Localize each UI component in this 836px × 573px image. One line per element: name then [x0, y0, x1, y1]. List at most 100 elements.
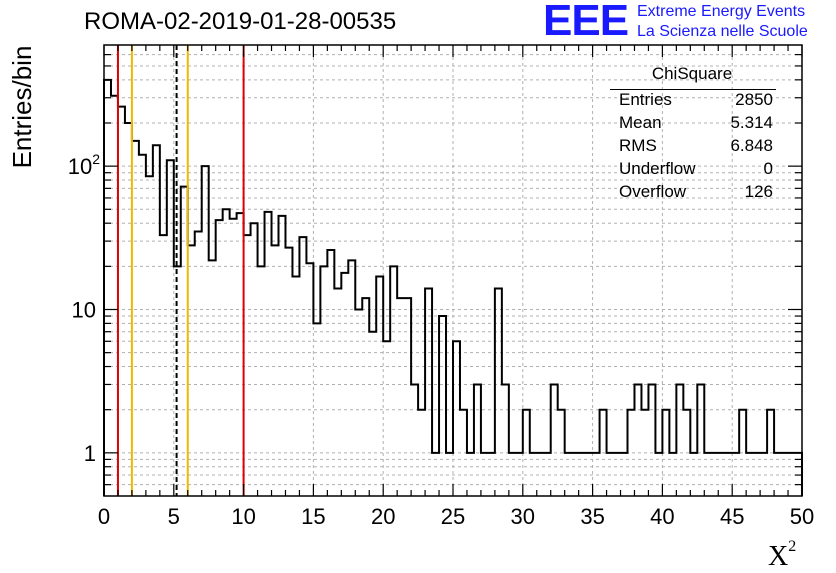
histogram-bin	[362, 298, 369, 496]
histogram	[103, 78, 803, 496]
histogram-bin	[167, 160, 174, 496]
histogram-bin	[767, 410, 774, 496]
histogram-bin	[774, 453, 781, 496]
stats-row-mean: Mean 5.314	[607, 113, 777, 136]
x-tick-label: 40	[650, 504, 674, 529]
y-tick-label: 102	[68, 151, 100, 179]
histogram-bin	[341, 273, 348, 496]
stats-value: 2850	[735, 90, 773, 109]
histogram-bin	[299, 237, 306, 496]
histogram-bin	[453, 341, 460, 496]
histogram-bin	[237, 213, 244, 496]
x-tick-label: 50	[790, 504, 814, 529]
histogram-bin	[383, 341, 390, 496]
x-tick-label: 10	[231, 504, 255, 529]
histogram-bin	[439, 316, 446, 496]
histogram-bin	[572, 453, 579, 496]
histogram-bin	[648, 384, 655, 496]
histogram-bin	[551, 384, 558, 496]
histogram-bin	[788, 453, 795, 496]
histogram-bin	[732, 453, 739, 496]
histogram-bin	[753, 453, 760, 496]
histogram-bin	[188, 245, 195, 496]
stats-value: 6.848	[730, 136, 773, 155]
histogram-bin	[418, 410, 425, 496]
histogram-bin	[146, 176, 153, 496]
histogram-bin	[760, 453, 767, 496]
chart-title: ROMA-02-2019-01-28-00535	[84, 8, 397, 35]
stats-divider	[610, 89, 776, 90]
histogram-bin	[460, 410, 467, 496]
histogram-bin	[285, 248, 292, 496]
histogram-bin	[544, 453, 551, 496]
histogram-bin	[628, 410, 635, 496]
x-tick-label: 0	[98, 504, 110, 529]
histogram-bin	[523, 410, 530, 496]
histogram-bin	[502, 384, 509, 496]
histogram-bin	[223, 209, 230, 496]
x-tick-label: 35	[580, 504, 604, 529]
histogram-bin	[181, 187, 188, 496]
histogram-bin	[725, 453, 732, 496]
histogram-bin	[669, 453, 676, 496]
histogram-bin	[334, 289, 341, 496]
histogram-bin	[216, 220, 223, 496]
histogram-bin	[369, 332, 376, 496]
y-axis-label: Entries/bin	[7, 45, 37, 169]
histogram-bin	[160, 235, 167, 496]
histogram-bin	[118, 107, 125, 496]
histogram-bin	[432, 453, 439, 496]
histogram-bin	[509, 453, 516, 496]
logo-line-2: La Scienza nelle Scuole	[637, 23, 808, 40]
histogram-bin	[292, 276, 299, 496]
histogram-bin	[718, 453, 725, 496]
histogram-bin	[697, 384, 704, 496]
histogram-bin	[593, 453, 600, 496]
histogram-bin	[683, 410, 690, 496]
histogram-bin	[704, 453, 711, 496]
histogram-bin	[376, 276, 383, 496]
histogram-bin	[607, 453, 614, 496]
histogram-bin	[621, 453, 628, 496]
stats-label: Entries	[619, 90, 672, 109]
histogram-bin	[272, 245, 279, 496]
histogram-bin	[516, 453, 523, 496]
histogram-bin	[600, 410, 607, 496]
histogram-bin	[467, 453, 474, 496]
histogram-bin	[558, 410, 565, 496]
stats-value: 126	[744, 182, 773, 201]
histogram-bin	[690, 453, 697, 496]
eee-logo: EEE	[543, 0, 629, 45]
histogram-bin	[320, 266, 327, 496]
histogram-bin	[327, 250, 334, 496]
x-tick-label: 45	[720, 504, 744, 529]
histogram-bin	[579, 453, 586, 496]
histogram-bin	[244, 235, 251, 496]
histogram-bin	[676, 384, 683, 496]
histogram-bin	[488, 453, 495, 496]
histogram-bin	[313, 323, 320, 496]
stats-row-rms: RMS 6.848	[607, 136, 777, 159]
stats-label: Underflow	[619, 159, 696, 178]
stats-label: Overflow	[619, 182, 687, 201]
histogram-bin	[355, 309, 362, 496]
stats-label: RMS	[619, 136, 657, 155]
histogram-bin	[306, 263, 313, 496]
x-tick-label: 15	[301, 504, 325, 529]
histogram-bin	[425, 289, 432, 496]
histogram-outline	[103, 78, 803, 496]
logo-line-1: Extreme Energy Events	[637, 3, 806, 20]
x-axis-label-sup: 2	[788, 538, 797, 555]
stats-value: 5.314	[730, 113, 773, 132]
histogram-bin	[655, 453, 662, 496]
tick-labels: 0 5 10 15 20 25 30 35 40 45 50 1 10 102	[68, 151, 815, 529]
histogram-bin	[202, 166, 209, 496]
histogram-bin	[209, 260, 216, 496]
histogram-bin	[125, 123, 132, 496]
histogram-bin	[153, 145, 160, 496]
histogram-bin	[746, 453, 753, 496]
stats-row-entries: Entries 2850	[607, 90, 777, 113]
histogram-bin	[279, 216, 286, 496]
histogram-bin	[348, 260, 355, 496]
histogram-bin	[474, 384, 481, 496]
